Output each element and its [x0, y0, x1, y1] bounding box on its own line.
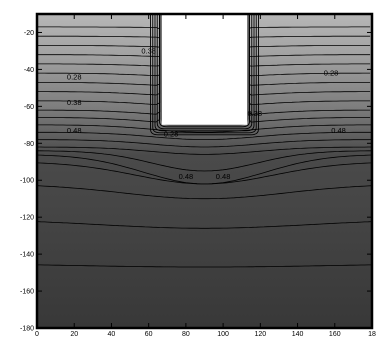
contour-label-2: 0.48	[67, 126, 82, 135]
x-tick-label: 80	[182, 331, 190, 338]
contour-label-9: 0.38	[247, 109, 262, 118]
y-tick-label: -100	[20, 178, 34, 185]
x-tick-label: 140	[292, 331, 304, 338]
trench-mask	[161, 14, 248, 125]
trench-contour-1	[159, 14, 250, 128]
axes: 0 20 40 60 80 100 120 140 160 18 -20 -40 -60 -80 -100 -…	[20, 14, 376, 338]
y-tick-label: -60	[24, 104, 34, 111]
contour-line-6	[37, 14, 371, 86]
contour-label-0: 0.28	[67, 72, 82, 81]
contour-line-11	[37, 124, 372, 133]
x-tick-label: 60	[145, 331, 153, 338]
trench-contour-2	[156, 14, 253, 130]
contour-line-3	[37, 14, 371, 57]
contour-line-18	[37, 185, 372, 200]
y-tick-label: -120	[20, 215, 34, 222]
contour-line-9	[37, 14, 371, 115]
contour-label-6: 0.48	[216, 172, 231, 181]
contour-line-1	[37, 14, 371, 39]
contour-lines	[37, 14, 372, 268]
y-tick-label: -140	[20, 252, 34, 259]
contour-line-14	[37, 146, 372, 155]
contour-line-19	[37, 221, 372, 229]
x-tick-label: 100	[217, 331, 229, 338]
y-tick-label: -180	[20, 326, 34, 333]
contour-label-7: 0.28	[164, 130, 179, 139]
y-tick-label: -160	[20, 289, 34, 296]
contour-labels: 0.28 0.38 0.48 0.28 0.48 0.48 0.48 0.28 0.38 0.38	[67, 46, 346, 181]
trench-contour-5	[150, 14, 259, 136]
contour-label-3: 0.28	[324, 69, 339, 78]
contour-line-15	[37, 150, 372, 172]
x-tick-label: 18	[368, 331, 376, 338]
plot-frame	[35, 12, 374, 330]
contour-line-10	[37, 14, 371, 123]
contour-line-12	[37, 131, 372, 140]
contour-line-17	[37, 162, 372, 185]
contour-line-20	[37, 264, 372, 268]
contour-line-5	[37, 14, 371, 77]
y-tick-label: -80	[24, 141, 34, 148]
contour-line-2	[37, 14, 371, 48]
contour-line-4	[37, 14, 371, 67]
contour-line-8	[37, 14, 371, 106]
trench-contour-3	[154, 14, 255, 132]
contour-label-1: 0.38	[67, 98, 82, 107]
contour-label-5: 0.48	[179, 172, 194, 181]
x-tick-label: 0	[35, 331, 39, 338]
contour-line-0	[37, 14, 371, 30]
x-tick-label: 120	[254, 331, 266, 338]
x-tick-label: 20	[70, 331, 78, 338]
contour-label-8: 0.38	[141, 46, 156, 55]
trench-contour-4	[152, 14, 257, 134]
contour-label-4: 0.48	[331, 126, 346, 135]
contour-line-13	[37, 139, 372, 148]
y-tick-label: -40	[24, 67, 34, 74]
x-tick-label: 160	[329, 331, 341, 338]
contour-line-7	[37, 14, 371, 96]
y-tick-label: -20	[24, 30, 34, 37]
x-tick-label: 40	[108, 331, 116, 338]
